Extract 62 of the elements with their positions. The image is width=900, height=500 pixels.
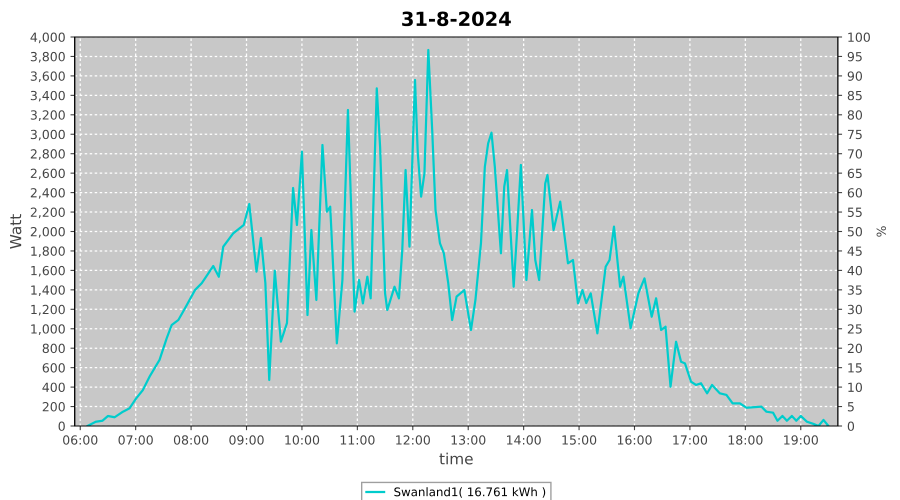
legend-label: Swanland1( 16.761 kWh )	[394, 487, 546, 498]
x-tick-label: 09:00	[229, 435, 264, 445]
y2-tick-label: 65	[848, 168, 862, 178]
y-tick-label: 2,600	[30, 168, 65, 180]
x-tick-label: 06:00	[63, 435, 98, 445]
y-tick-label: 2,200	[30, 208, 65, 218]
y2-tick-label: 50	[848, 226, 862, 236]
y-tick-label: 400	[42, 382, 65, 392]
y2-tick-label: 60	[848, 188, 862, 198]
y2-tick-label: 20	[848, 344, 862, 354]
y-tick-label: 3,200	[30, 110, 65, 121]
x-tick-label: 12:00	[396, 435, 430, 445]
x-tick-label: 13:00	[452, 435, 486, 445]
y2-axis-title: %	[876, 226, 886, 237]
y2-tick-label: 90	[848, 71, 862, 81]
y-tick-label: 2,000	[30, 226, 65, 238]
y-tick-label: 3,400	[30, 90, 65, 102]
y-tick-label: 4,000	[30, 32, 65, 44]
x-tick-label: 08:00	[174, 435, 208, 445]
y2-tick-label: 55	[848, 208, 862, 217]
x-tick-label: 15:00	[562, 435, 596, 445]
y-tick-label: 3,000	[30, 130, 65, 140]
y-tick-label: 200	[42, 402, 65, 412]
x-tick-label: 11:00	[340, 435, 375, 445]
line-series	[86, 48, 830, 426]
y-tick-label: 1,000	[31, 324, 65, 335]
chart-title: 31-8-2024	[402, 11, 511, 26]
y2-tick-label: 15	[848, 363, 862, 373]
x-tick-label: 17:00	[673, 435, 708, 445]
y-tick-label: 0	[58, 421, 65, 431]
y2-tick-label: 45	[848, 246, 862, 256]
y2-tick-label: 100	[848, 32, 870, 42]
y-tick-label: 2,800	[30, 149, 65, 160]
y-tick-label: 1,800	[31, 246, 65, 258]
x-tick-label: 07:00	[118, 435, 153, 445]
y-tick-label: 2,400	[30, 188, 65, 199]
y2-tick-label: 35	[848, 285, 862, 295]
y2-tick-label: 5	[848, 402, 854, 412]
y2-tick-label: 40	[848, 266, 862, 276]
y-axis-title: Watt	[10, 214, 22, 249]
y-tick-label: 3,800	[30, 52, 65, 63]
y2-tick-label: 25	[848, 324, 862, 334]
y-tick-label: 1,400	[31, 285, 65, 296]
y-tick-label: 600	[42, 363, 65, 373]
y2-tick-label: 75	[848, 130, 862, 140]
y-tick-label: 1,600	[31, 266, 65, 277]
x-tick-label: 19:00	[784, 435, 818, 445]
x-tick-label: 18:00	[728, 435, 763, 445]
x-axis-title: time	[439, 452, 473, 465]
y-tick-label: 800	[42, 344, 65, 354]
y2-tick-label: 10	[848, 382, 862, 392]
y-tick-label: 1,200	[31, 304, 65, 316]
x-tick-label: 10:00	[285, 435, 320, 445]
y2-tick-label: 70	[848, 149, 862, 159]
y2-tick-label: 30	[848, 304, 862, 314]
y2-tick-label: 85	[848, 90, 862, 100]
x-tick-label: 14:00	[507, 435, 541, 445]
y-tick-label: 3,600	[30, 71, 65, 82]
y2-tick-label: 0	[848, 421, 854, 431]
y2-tick-label: 80	[848, 110, 862, 120]
y2-tick-label: 95	[848, 52, 862, 62]
x-tick-label: 16:00	[618, 435, 652, 445]
